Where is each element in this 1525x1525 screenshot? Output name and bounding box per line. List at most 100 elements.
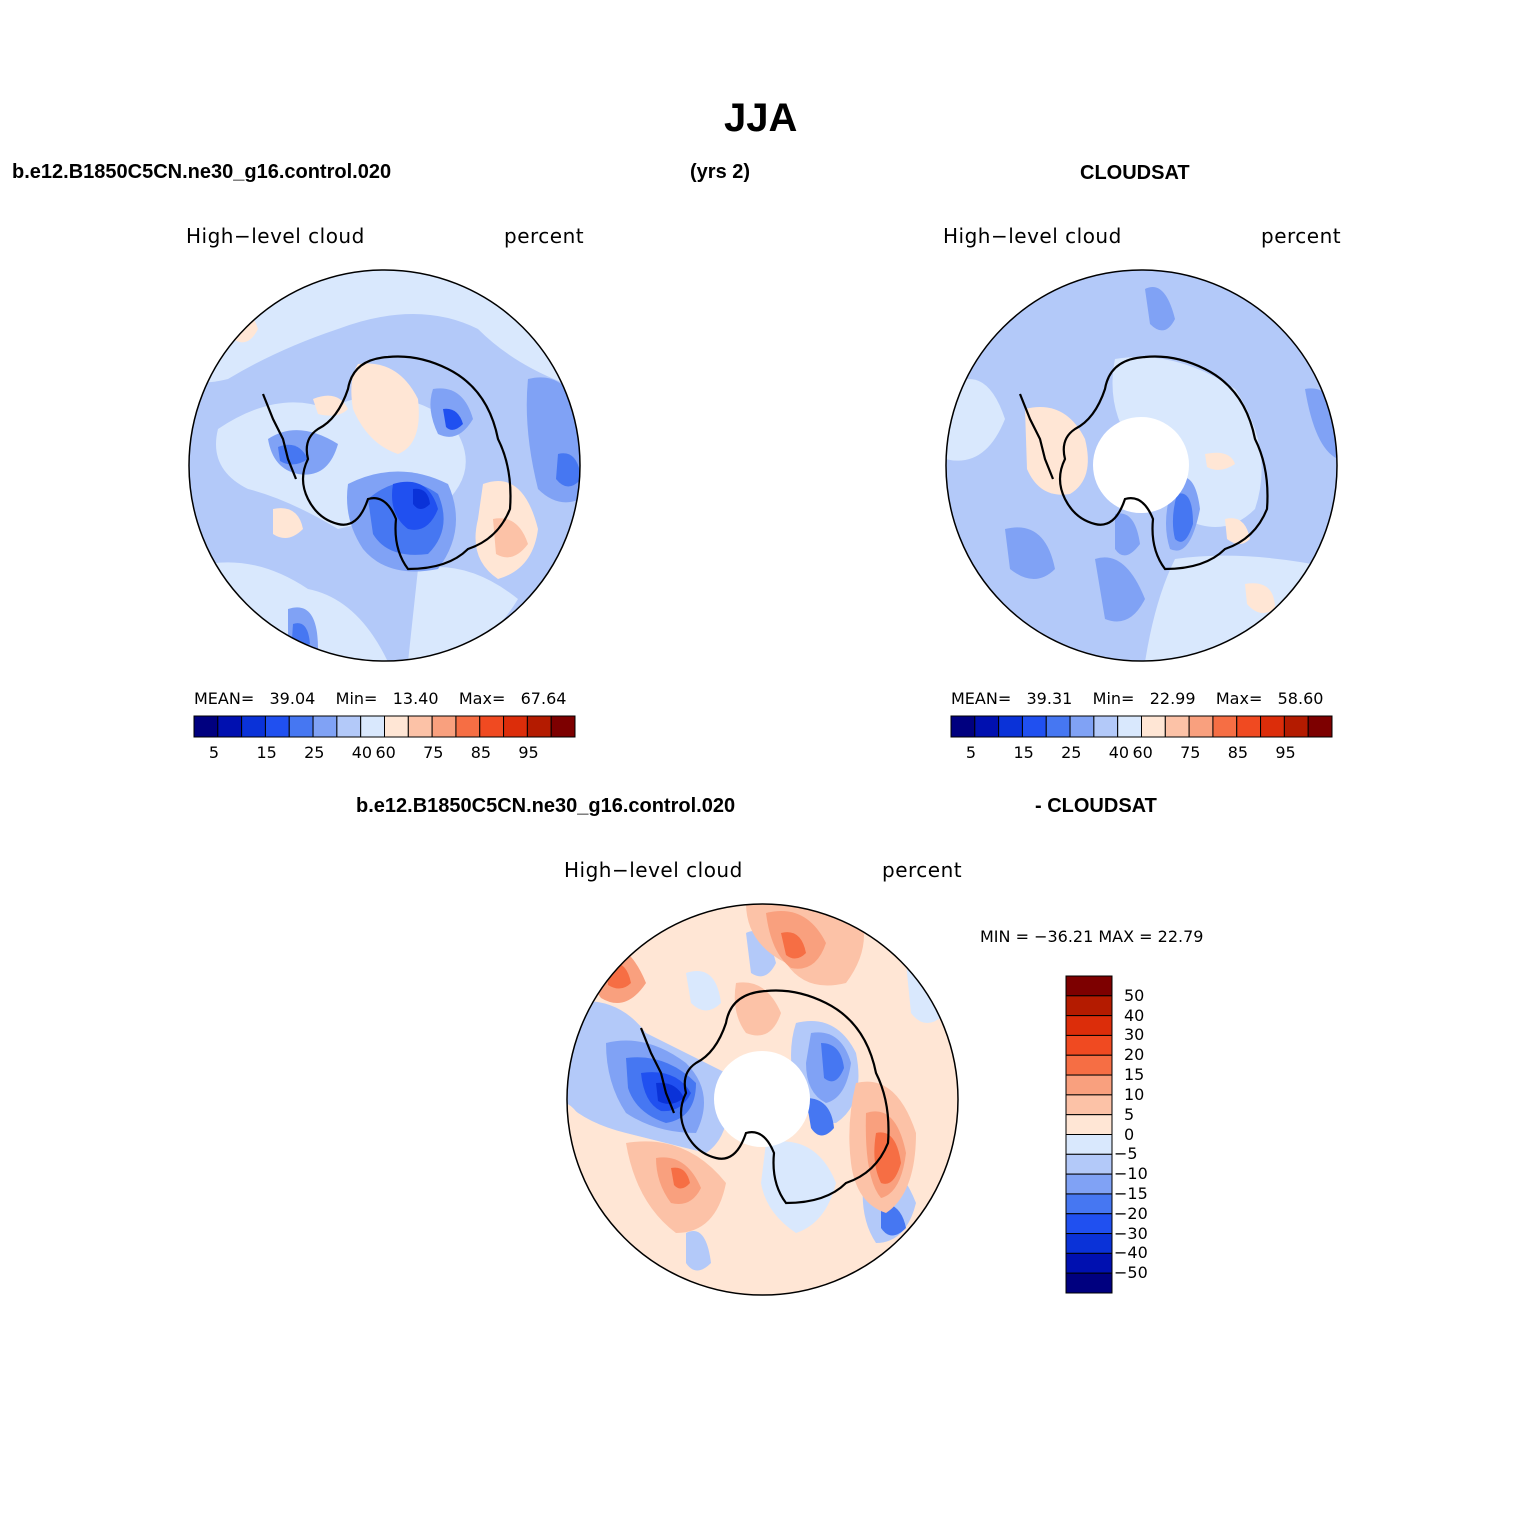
- diff-polar-map: [566, 903, 959, 1296]
- colorbar-tick-label: 95: [1275, 743, 1296, 762]
- colorbar-swatch: [288, 715, 314, 738]
- colorbar-swatch: [1065, 1034, 1113, 1056]
- colorbar-swatch: [217, 715, 243, 738]
- top-right-header: CLOUDSAT: [1080, 162, 1190, 184]
- colorbar-tick-label: 5: [208, 743, 219, 762]
- diff-minmax: MIN = −36.21 MAX = 22.79: [980, 927, 1204, 946]
- colorbar-swatch: [1164, 715, 1190, 738]
- colorbar-tick-label: 85: [470, 743, 492, 762]
- colorbar-swatch: [1065, 1134, 1113, 1155]
- colorbar-swatch: [974, 715, 1000, 738]
- diff-panel-units: percent: [882, 858, 963, 882]
- colorbar-swatch: [241, 715, 266, 738]
- colorbar-swatch: [998, 715, 1023, 738]
- model-mean-label: MEAN=: [194, 689, 255, 708]
- obs-min-value: 22.99: [1149, 689, 1196, 708]
- colorbar-swatch: [264, 715, 290, 738]
- colorbar-swatch: [1188, 715, 1214, 738]
- colorbar-tick-label: 15: [1124, 1065, 1145, 1085]
- colorbar-tick-label: 25: [304, 743, 325, 762]
- colorbar-tick-label: −30: [1114, 1223, 1148, 1243]
- model-min-value: 13.40: [392, 689, 439, 708]
- colorbar-swatch: [1045, 715, 1071, 738]
- colorbar-swatch: [336, 715, 362, 738]
- colorbar-tick-label: 75: [423, 743, 444, 762]
- colorbar-swatch: [1141, 715, 1166, 738]
- colorbar-swatch: [1307, 715, 1333, 738]
- colorbar-swatch: [1065, 1094, 1113, 1116]
- colorbar-swatch: [1065, 1272, 1113, 1294]
- figure-title: JJA: [724, 96, 798, 140]
- colorbar-tick-label: 25: [1061, 743, 1082, 762]
- colorbar-tick-label: −5: [1114, 1144, 1138, 1164]
- colorbar-swatch: [384, 715, 409, 738]
- model-mean-value: 39.04: [269, 689, 316, 708]
- colorbar-swatch: [1260, 715, 1285, 738]
- colorbar-swatch: [1117, 715, 1142, 738]
- colorbar-swatch: [1065, 1114, 1113, 1135]
- colorbar-tick-label: 50: [1124, 985, 1145, 1005]
- colorbar-swatch: [1065, 1213, 1113, 1235]
- colorbar-swatch: [1065, 1015, 1113, 1036]
- obs-stats-row: MEAN= 39.31 Min= 22.99 Max= 58.60: [951, 689, 1323, 708]
- obs-panel-variable: High−level cloud: [943, 224, 1122, 248]
- colorbar-swatch: [503, 715, 528, 738]
- colorbar-tick-label: 60: [375, 743, 396, 762]
- colorbar-swatch: [1021, 715, 1047, 738]
- model-max-label: Max=: [458, 689, 506, 708]
- obs-mean-label: MEAN=: [951, 689, 1012, 708]
- colorbar-tick-label: 15: [256, 743, 277, 762]
- colorbar-tick-label: 60: [1132, 743, 1153, 762]
- colorbar-swatch: [407, 715, 433, 738]
- colorbar-swatch: [1065, 1252, 1113, 1274]
- colorbar-tick-label: 40: [1108, 743, 1130, 762]
- obs-panel-units: percent: [1261, 224, 1342, 248]
- colorbar-swatch: [360, 715, 385, 738]
- colorbar-swatch: [1065, 1054, 1113, 1076]
- top-mid-header: (yrs 2): [690, 161, 751, 183]
- colorbar-swatch: [1093, 715, 1119, 738]
- colorbar-tick-label: 85: [1227, 743, 1249, 762]
- colorbar-tick-label: 15: [1013, 743, 1034, 762]
- diff-colorbar-labels: 50 40 30 20 15 10 5 0 −5 −10 −15 −20 −30 −40 −50: [1114, 976, 1180, 1293]
- colorbar-tick-label: 20: [1124, 1045, 1145, 1065]
- colorbar-tick-label: 0: [1124, 1124, 1135, 1144]
- colorbar-swatch: [550, 715, 576, 738]
- colorbar-swatch: [526, 715, 552, 738]
- colorbar-swatch: [479, 715, 505, 738]
- colorbar-swatch: [1283, 715, 1309, 738]
- colorbar-swatch: [1069, 715, 1095, 738]
- colorbar-tick-label: −15: [1114, 1183, 1148, 1203]
- bottom-right-header: - CLOUDSAT: [1035, 795, 1157, 817]
- model-stats-row: MEAN= 39.04 Min= 13.40 Max= 67.64: [194, 689, 566, 708]
- colorbar-swatch: [312, 715, 338, 738]
- model-max-value: 67.64: [520, 689, 567, 708]
- obs-mean-value: 39.31: [1026, 689, 1073, 708]
- obs-colorbar: [950, 715, 1333, 738]
- colorbar-swatch: [1065, 1173, 1113, 1195]
- colorbar-tick-label: 40: [1124, 1005, 1145, 1025]
- top-left-header: b.e12.B1850C5CN.ne30_g16.control.020: [12, 161, 392, 183]
- colorbar-swatch: [1065, 1074, 1113, 1096]
- obs-polar-map: [945, 269, 1338, 662]
- colorbar-swatch: [1065, 1233, 1113, 1254]
- colorbar-tick-label: 5: [1124, 1104, 1135, 1124]
- colorbar-tick-label: −10: [1114, 1164, 1148, 1184]
- model-colorbar: [193, 715, 576, 738]
- colorbar-swatch: [1065, 1193, 1113, 1215]
- model-min-label: Min=: [335, 689, 378, 708]
- colorbar-tick-label: −50: [1114, 1263, 1148, 1283]
- colorbar-swatch: [431, 715, 457, 738]
- model-panel-units: percent: [504, 224, 585, 248]
- colorbar-swatch: [1065, 995, 1113, 1017]
- diff-colorbar: [1065, 975, 1113, 1294]
- colorbar-tick-label: 5: [965, 743, 976, 762]
- colorbar-swatch: [950, 715, 976, 738]
- obs-max-value: 58.60: [1277, 689, 1324, 708]
- obs-max-label: Max=: [1215, 689, 1263, 708]
- colorbar-tick-label: −40: [1114, 1243, 1148, 1263]
- colorbar-tick-label: 75: [1180, 743, 1201, 762]
- model-polar-map: [188, 269, 581, 662]
- colorbar-tick-label: −20: [1114, 1203, 1148, 1223]
- colorbar-tick-label: 40: [351, 743, 373, 762]
